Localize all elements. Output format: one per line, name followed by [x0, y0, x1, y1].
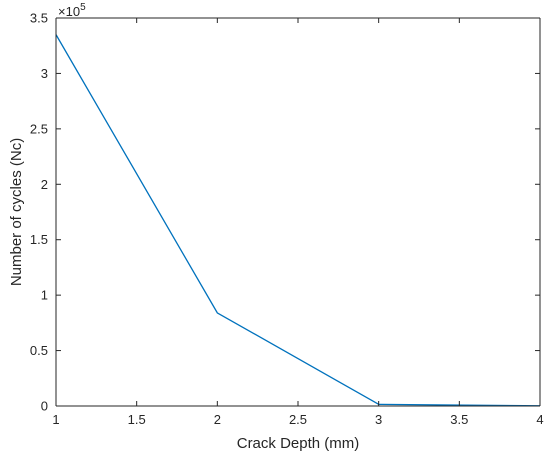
tick-layer: 1 1.5 2 2.5 3 3.5 4 0 0.5 1 1.5 2 2.5 3 3.5: [30, 11, 544, 428]
y-tick-label: 2.5: [30, 121, 48, 136]
x-tick-label: 3: [375, 412, 382, 427]
x-tick-label: 2.5: [289, 412, 307, 427]
y-exponent-power: 5: [80, 2, 86, 13]
plot-background: [56, 18, 540, 406]
plot-area: [56, 18, 540, 406]
y-tick-label: 1: [41, 288, 48, 303]
y-exponent-base: ×10: [58, 4, 80, 19]
x-tick-label: 2: [214, 412, 221, 427]
y-tick-label: 2: [41, 177, 48, 192]
y-tick-label: 3: [41, 66, 48, 81]
y-tick-label: 1.5: [30, 232, 48, 247]
x-tick-label: 1: [52, 412, 59, 427]
y-axis-exponent: ×105: [58, 2, 86, 19]
label-layer: Crack Depth (mm) Number of cycles (Nc) ×…: [8, 2, 359, 452]
y-tick-label: 0: [41, 399, 48, 414]
y-tick-label: 3.5: [30, 11, 48, 26]
x-axis-title: Crack Depth (mm): [237, 435, 360, 452]
x-tick-label: 3.5: [450, 412, 468, 427]
x-tick-label: 1.5: [128, 412, 146, 427]
y-axis-title: Number of cycles (Nc): [8, 138, 25, 286]
x-tick-label: 4: [536, 412, 543, 427]
y-tick-label: 0.5: [30, 343, 48, 358]
